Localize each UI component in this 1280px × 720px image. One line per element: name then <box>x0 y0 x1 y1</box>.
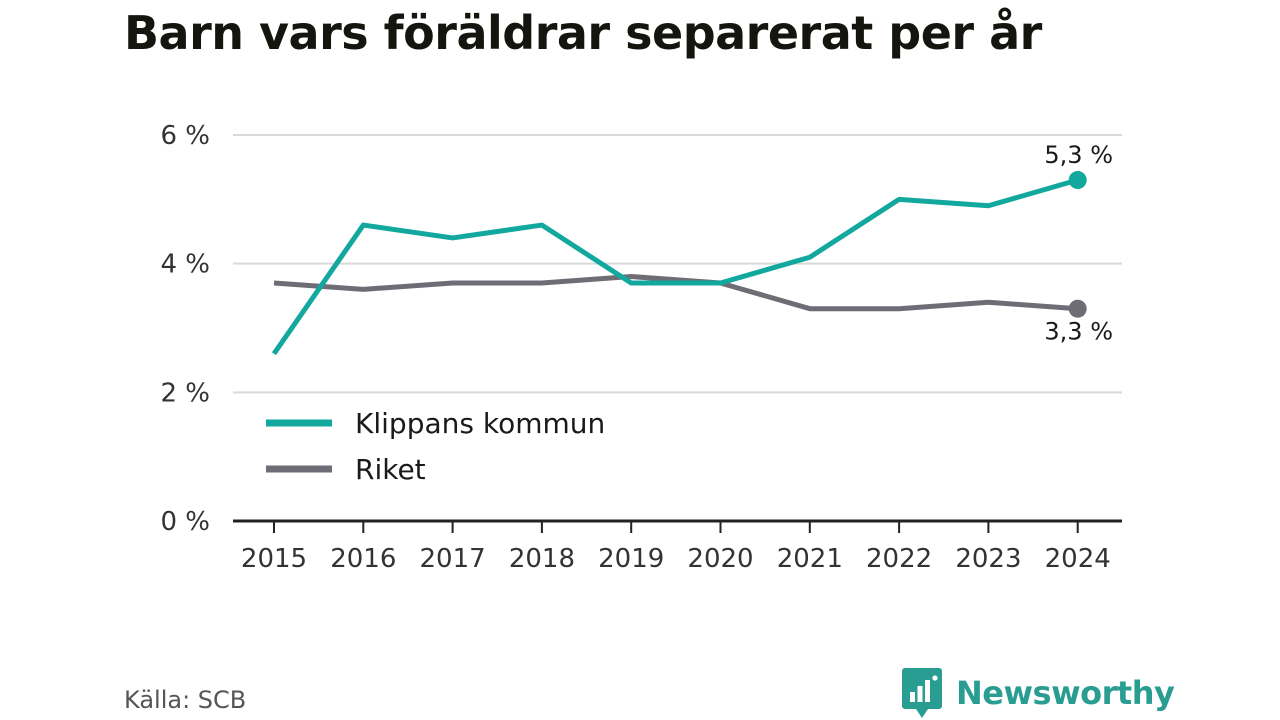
x-tick-label: 2022 <box>866 544 932 574</box>
x-tick-label: 2015 <box>241 544 307 574</box>
x-tick-label: 2016 <box>330 544 396 574</box>
series-line-klippan <box>271 177 1079 356</box>
y-tick-label: 0 % <box>160 507 210 537</box>
series-lines <box>271 171 1087 356</box>
legend-label: Riket <box>355 453 426 486</box>
end-point-klippan <box>1068 171 1087 190</box>
source-note: Källa: SCB <box>124 686 247 714</box>
brand-name: Newsworthy <box>956 674 1175 712</box>
bar-chart-bubble-icon <box>902 668 942 718</box>
x-tick-label: 2021 <box>777 544 843 574</box>
series-line-riket <box>273 274 1078 312</box>
end-point-riket <box>1068 299 1087 318</box>
x-tick-label: 2024 <box>1045 544 1111 574</box>
y-tick-label: 4 % <box>160 250 210 280</box>
end-labels: 5,3 % 3,3 % <box>1044 141 1113 346</box>
y-axis-ticks: 0 % 2 % 4 % 6 % <box>160 121 210 537</box>
legend: Klippans kommun Riket <box>266 407 605 486</box>
x-tick-label: 2018 <box>509 544 575 574</box>
y-tick-label: 6 % <box>160 121 210 151</box>
x-tick-label: 2023 <box>955 544 1021 574</box>
x-tick-label: 2019 <box>598 544 664 574</box>
end-value-label: 5,3 % <box>1044 141 1113 169</box>
x-tick-label: 2020 <box>687 544 753 574</box>
legend-label: Klippans kommun <box>355 407 605 440</box>
x-tick-label: 2017 <box>420 544 486 574</box>
line-chart: 0 % 2 % 4 % 6 % 2015 2016 2017 2018 2019 2020 202… <box>160 121 1122 574</box>
y-tick-label: 2 % <box>160 378 210 408</box>
end-value-label: 3,3 % <box>1044 318 1113 346</box>
gridlines <box>233 134 1122 394</box>
brand-logo: Newsworthy <box>902 668 1175 718</box>
chart-title: Barn vars föräldrar separerat per år <box>124 6 1042 60</box>
x-axis: 2015 2016 2017 2018 2019 2020 2021 2022 2023 2024 <box>233 519 1122 574</box>
